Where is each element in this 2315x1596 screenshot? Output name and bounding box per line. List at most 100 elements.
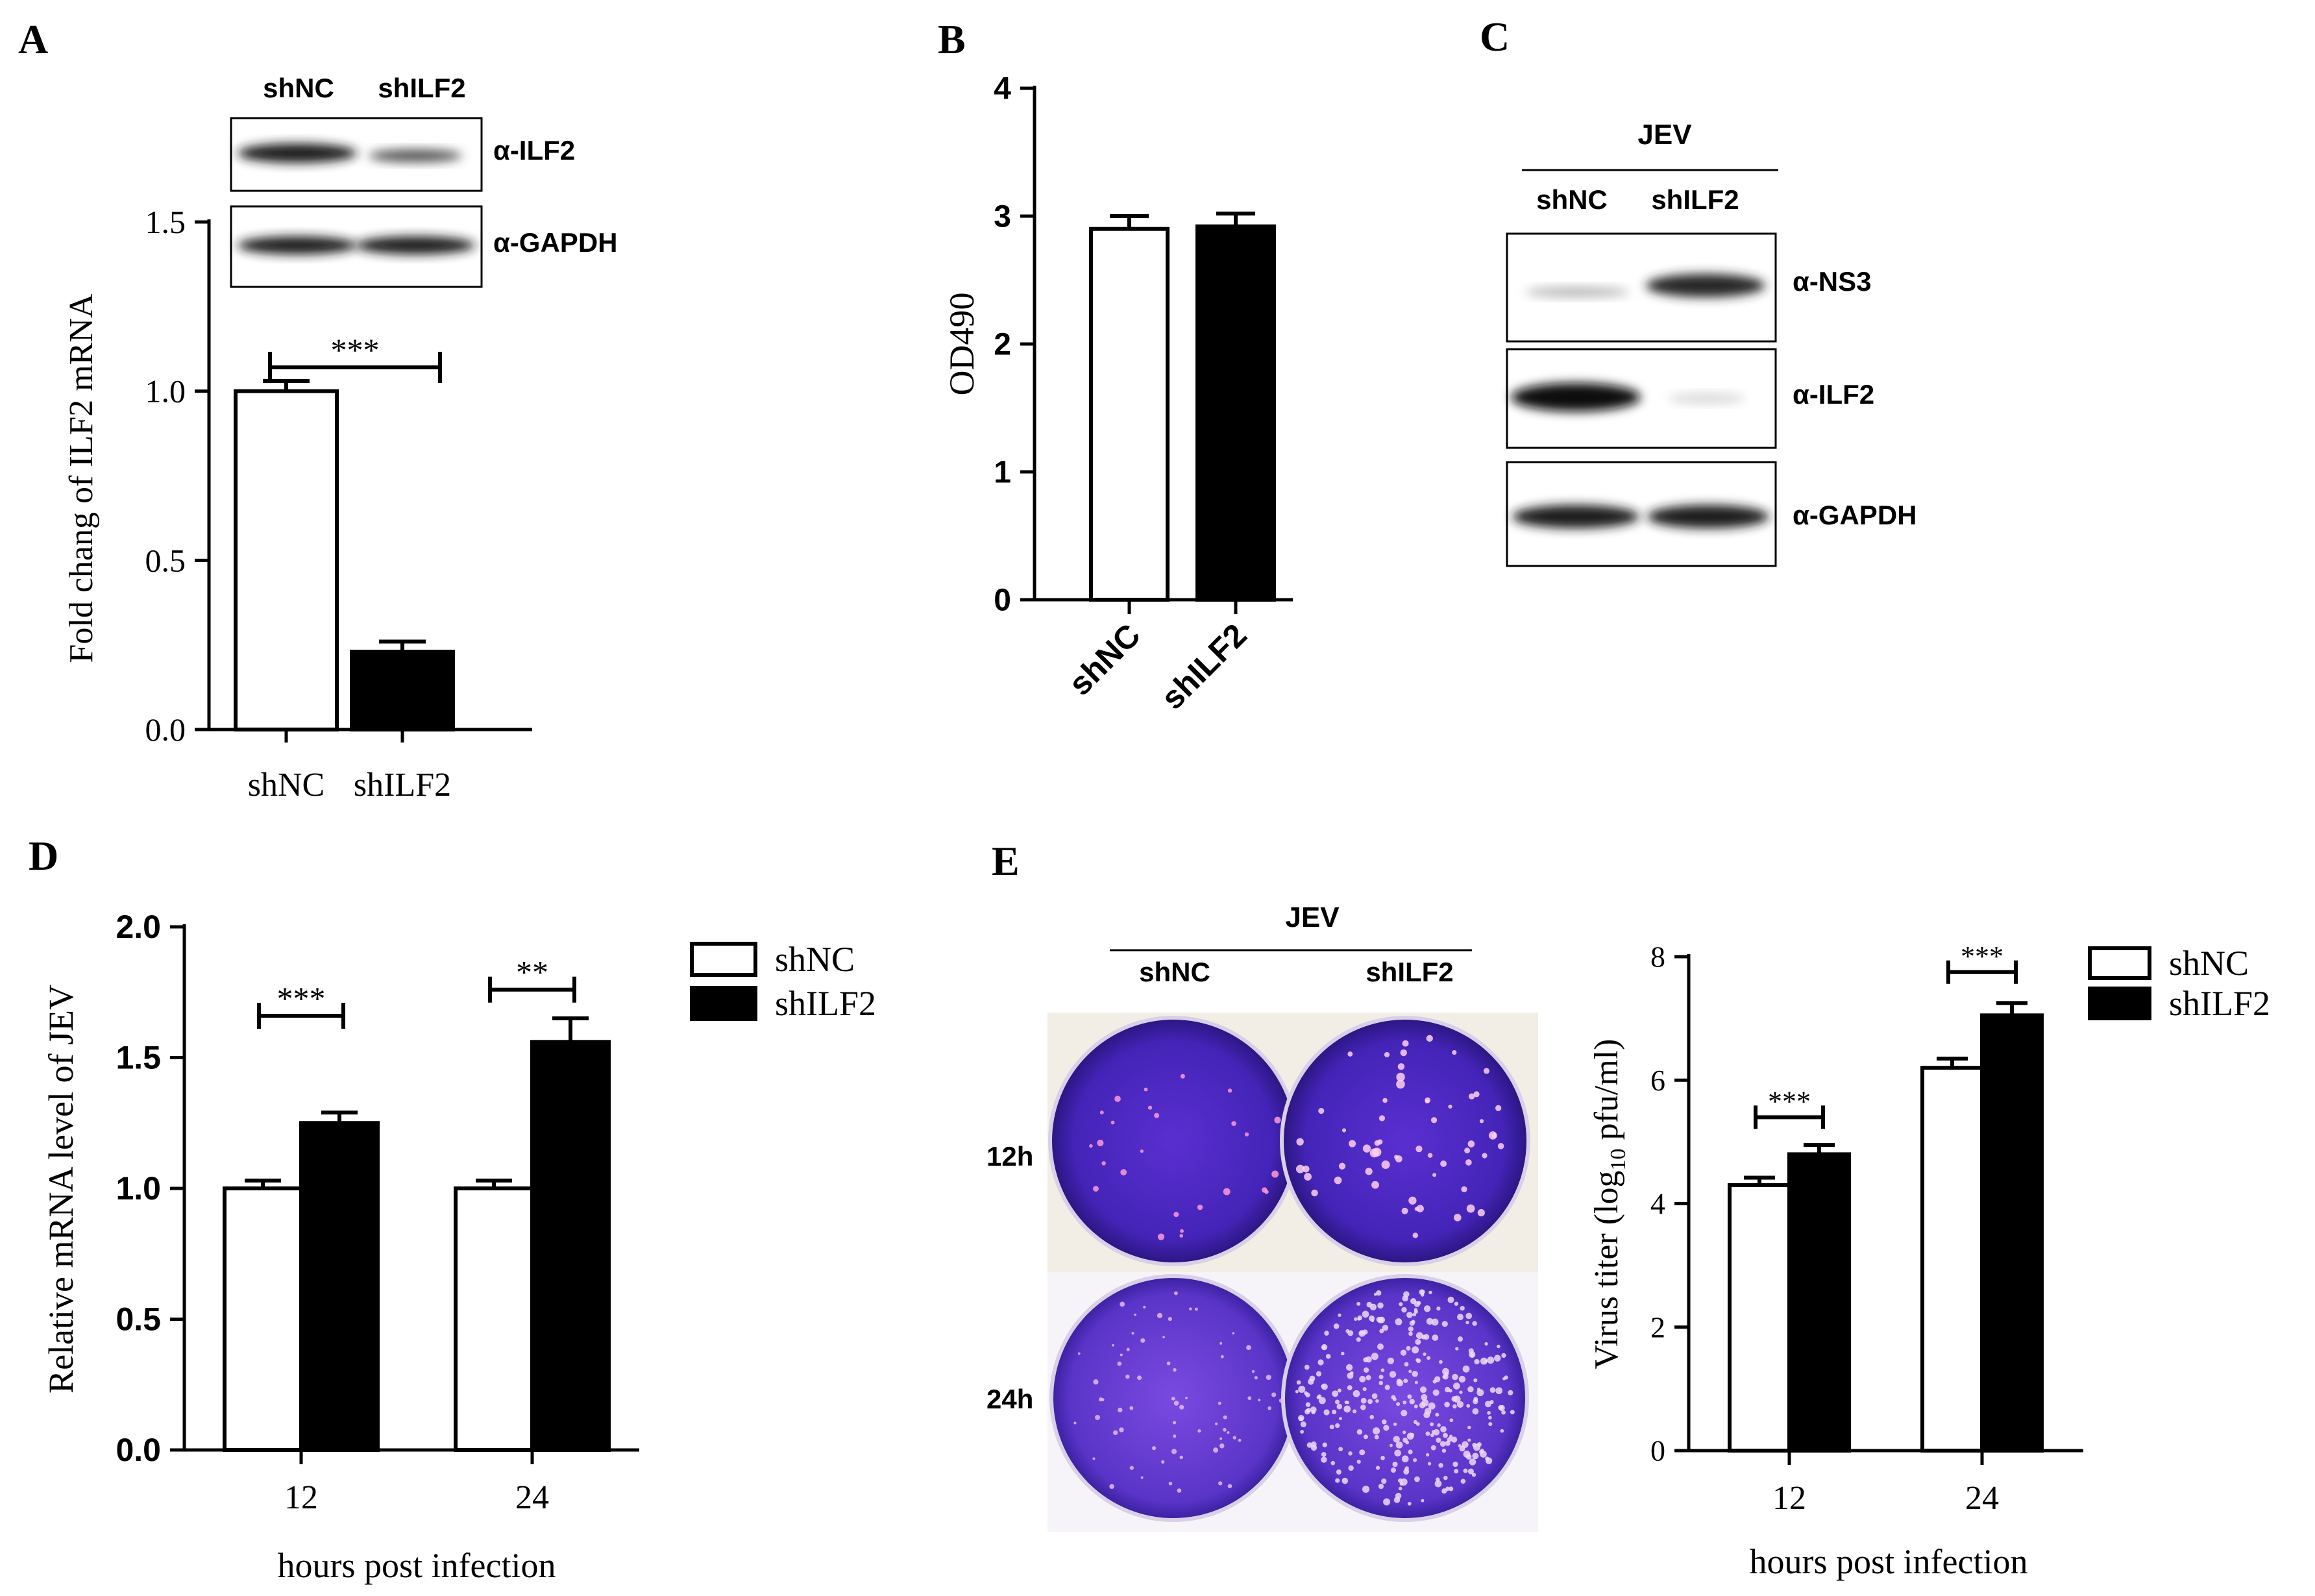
plaque-spot xyxy=(1420,1290,1425,1295)
plaque-spot xyxy=(1483,1068,1489,1074)
chart-e-y-title-sub: 10 xyxy=(1606,1149,1630,1171)
plaque-spot xyxy=(1461,1186,1467,1193)
plaque-spot xyxy=(1452,1050,1457,1055)
plaque-spot xyxy=(1362,1485,1370,1493)
plaque-spot xyxy=(1338,1313,1341,1318)
plaque-spot xyxy=(1375,1399,1379,1403)
plaque-spot xyxy=(1298,1386,1306,1393)
plaque-spot xyxy=(1413,1419,1417,1424)
plaque-spot xyxy=(1356,1460,1361,1464)
chart-e-y-title-tail: pfu/ml) xyxy=(1588,1039,1625,1149)
chart-a-x-label-shILF2: shILF2 xyxy=(354,767,451,804)
plaque-spot xyxy=(1408,1331,1413,1336)
panel-label-a: A xyxy=(18,16,48,62)
plaque-spot xyxy=(1166,1361,1171,1366)
plaque-spot xyxy=(1381,1160,1390,1170)
plaque-spot xyxy=(1443,1475,1448,1480)
plaque-spot xyxy=(1295,1390,1299,1393)
plaque-spot xyxy=(1432,1173,1437,1177)
chart-d-y-tick-label: 2.0 xyxy=(116,909,161,945)
plaque-spot xyxy=(1441,1488,1447,1494)
chart-b-y-title: OD490 xyxy=(942,293,981,396)
plaque-spot xyxy=(1365,1168,1373,1175)
plaque-spot xyxy=(1197,1204,1203,1210)
plaque-spot xyxy=(1489,1399,1494,1405)
plaque-spot xyxy=(1362,1310,1369,1318)
plaque-spot xyxy=(1089,1144,1093,1148)
blot-c-band-gapdh-shnc xyxy=(1512,505,1639,528)
chart-e-y-tick-label: 2 xyxy=(1650,1310,1665,1344)
plaque-spot xyxy=(1356,1429,1363,1435)
plaque-spot xyxy=(1296,1380,1301,1385)
plaque-spot xyxy=(1354,1317,1358,1321)
plaque-spot xyxy=(1501,1353,1506,1358)
chart-a-y-tick-label: 1.5 xyxy=(145,204,186,240)
plaque-spot xyxy=(1457,1314,1464,1321)
plaque-spot xyxy=(1381,1478,1387,1484)
plaque-spot xyxy=(1434,1480,1442,1488)
plaque-spot xyxy=(1379,1329,1384,1334)
plaque-spot xyxy=(1173,1368,1177,1372)
plaque-spot xyxy=(1485,1457,1493,1464)
plaque-spot xyxy=(1179,1405,1184,1410)
plaque-spot xyxy=(1374,1140,1380,1146)
plaque-spot xyxy=(1425,1431,1430,1436)
plaque-spot xyxy=(1473,1397,1478,1402)
plaque-spot xyxy=(1473,1091,1480,1098)
plaque-spot xyxy=(1487,1357,1495,1364)
chart-a-y-tick-label: 1.0 xyxy=(145,373,186,410)
plaque-spot xyxy=(1406,1432,1414,1440)
plaque-spot xyxy=(1093,1379,1099,1385)
plaque-spot xyxy=(1101,1161,1106,1166)
chart-a-y-tick-label: 0.0 xyxy=(145,711,186,748)
plaque-spot xyxy=(1374,1434,1379,1440)
plaque-spot xyxy=(1501,1410,1506,1415)
plaque-spot xyxy=(1112,1344,1114,1347)
plaque-spot xyxy=(1431,1318,1439,1326)
plaque-spot xyxy=(1396,1079,1405,1089)
plaque-spot xyxy=(1454,1469,1459,1474)
chart-d-y-tick-label: 1.5 xyxy=(116,1040,161,1076)
plaque-spot xyxy=(1428,1402,1436,1410)
blot-a-lane-1: shNC xyxy=(263,73,334,103)
plaque-spot xyxy=(1430,1117,1438,1123)
plaque-spot xyxy=(1321,1345,1326,1350)
plaque-spot xyxy=(1469,1458,1476,1466)
plaque-spot xyxy=(1430,1433,1434,1438)
blot-c-band-ilf2-shilf2 xyxy=(1668,393,1746,404)
plaque-spot xyxy=(1444,1386,1451,1393)
plaque-spot xyxy=(1433,1429,1440,1436)
plaque-spot xyxy=(1423,1352,1427,1357)
plaque-spot xyxy=(1443,1373,1449,1380)
plaque-spot xyxy=(1393,1497,1401,1503)
chart-d-sig-12-label: *** xyxy=(277,980,326,1016)
plaque-spot xyxy=(1495,1387,1503,1395)
plaque-spot xyxy=(1502,1377,1506,1381)
plaque-spot xyxy=(1467,1468,1474,1475)
plaque-spot xyxy=(1402,1040,1409,1047)
plaque-spot xyxy=(1382,1098,1388,1103)
plaque-spot xyxy=(1137,1375,1142,1381)
plaque-spot xyxy=(1419,1402,1426,1408)
plaque-spot xyxy=(1321,1452,1327,1457)
plaque-spot xyxy=(1392,1397,1397,1401)
plaque-spot xyxy=(1439,1441,1446,1447)
plaque-spot xyxy=(1378,1381,1384,1386)
plaque-spot xyxy=(1380,1368,1385,1373)
plaque-spot xyxy=(1479,1119,1484,1123)
plaque-spot xyxy=(1484,1359,1488,1363)
plaque-spot xyxy=(1460,1305,1465,1311)
plaque-spot xyxy=(1393,1436,1400,1443)
plaque-spot xyxy=(1396,1072,1405,1082)
chart-e-x-label-24: 24 xyxy=(1965,1480,1999,1517)
plaque-spot xyxy=(1171,1449,1177,1455)
plaque-spot xyxy=(1425,1408,1432,1415)
plaque-spot xyxy=(1238,1438,1242,1442)
plaque-spot xyxy=(1412,1371,1418,1377)
chart-d-bar-shNC-24 xyxy=(454,1186,534,1452)
blot-c-band-ns3-shnc xyxy=(1525,287,1629,297)
chart-b-y-tick-label: 2 xyxy=(994,327,1011,362)
plaque-spot xyxy=(1300,1430,1304,1434)
plaque-spot xyxy=(1375,1466,1380,1470)
